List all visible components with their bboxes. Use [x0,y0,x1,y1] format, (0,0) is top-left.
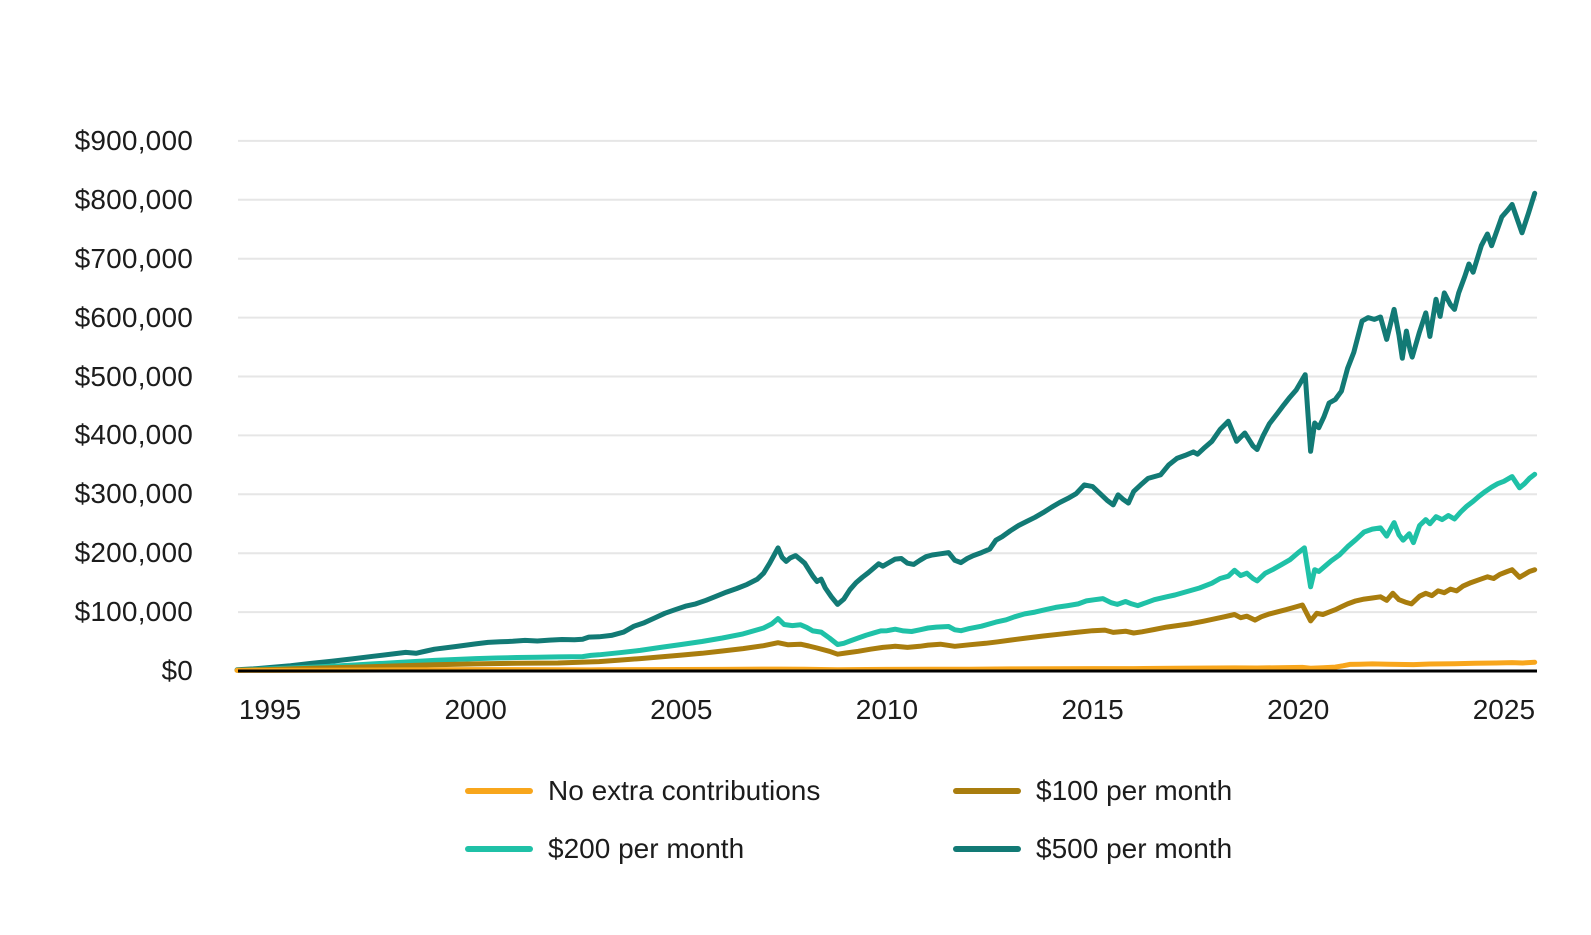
x-axis-label: 2015 [1061,694,1124,725]
y-axis-label: $0 [161,655,193,686]
x-axis-label: 2020 [1267,694,1330,725]
legend-label: $200 per month [548,833,745,864]
y-axis-label: $900,000 [74,124,193,156]
y-axis-label: $300,000 [74,478,193,510]
legend-swatch-500-per-month [953,846,1021,852]
x-axis-label: 2010 [855,694,919,725]
legend-label: $500 per month [1036,833,1233,864]
legend-label: No extra contributions [548,775,821,806]
x-axis-label: 2000 [444,694,507,725]
legend-item-500-per-month: $500 per month [953,832,1232,866]
y-axis-label: $600,000 [74,301,193,333]
legend-item-100-per-month: $100 per month [953,774,1232,808]
y-axis-label: $100,000 [74,596,193,628]
legend-swatch-200-per-month [465,846,533,852]
series-line--100-per-month [234,567,1538,673]
y-axis-label: $200,000 [74,537,193,569]
legend-item-200-per-month: $200 per month [465,832,744,866]
y-axis-label: $500,000 [74,360,193,392]
x-axis-label: 2005 [650,694,713,725]
y-axis-label: $700,000 [74,242,193,274]
legend-swatch-no-extra-contributions [465,788,533,794]
y-axis-label: $800,000 [74,183,193,215]
legend-item-no-extra-contributions: No extra contributions [465,774,820,808]
x-axis-label: 1995 [238,694,302,725]
legend-label: $100 per month [1036,775,1233,806]
series-line--500-per-month [234,190,1538,673]
x-axis-label: 2025 [1472,694,1536,725]
y-axis-label: $400,000 [74,419,193,451]
series-line--200-per-month [234,471,1538,673]
legend-swatch-100-per-month [953,788,1021,794]
